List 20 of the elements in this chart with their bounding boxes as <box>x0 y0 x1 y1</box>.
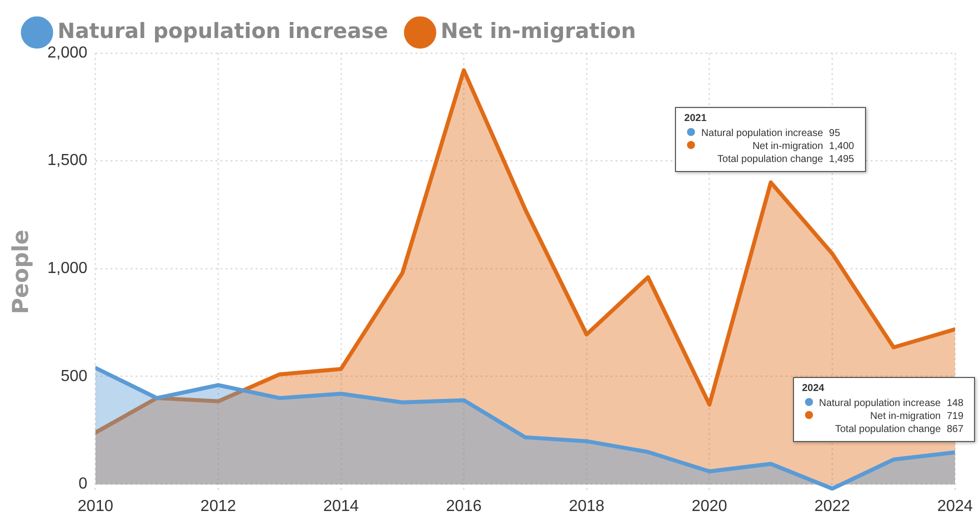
x-tick-label: 2016 <box>446 498 482 515</box>
x-tick-label: 2022 <box>814 498 850 515</box>
info-box: 2021 Natural population increase 95 Net in-migration 1,400 Total population change 1,495 <box>675 107 866 172</box>
y-tick-label: 500 <box>60 368 88 385</box>
annotation: 2024 Natural population increase 148 Net in-migration 719 Total population change 867 <box>802 383 964 436</box>
legend-label: Net in-migration <box>440 18 636 43</box>
y-tick-label: 0 <box>78 476 88 493</box>
x-tick-label: 2010 <box>78 498 114 515</box>
x-tick-label: 2014 <box>323 498 359 515</box>
legend-label: Natural population increase <box>58 18 388 43</box>
x-tick-label: 2018 <box>568 498 605 515</box>
x-tick-label: 2012 <box>200 498 236 515</box>
x-tick-label: 2024 <box>937 498 973 515</box>
y-tick-label: 1,000 <box>47 260 88 278</box>
annotation: 2021 Natural population increase 95 Net in-migration 1,400 Total population change 1,495 <box>684 113 856 166</box>
info-box: 2024 Natural population increase 148 Net in-migration 719 Total population change 867 <box>793 377 976 442</box>
y-axis-title: People <box>8 230 34 314</box>
y-tick-label: 2,000 <box>47 44 88 62</box>
x-tick-label: 2020 <box>692 498 728 515</box>
y-tick-label: 1,500 <box>47 152 88 170</box>
